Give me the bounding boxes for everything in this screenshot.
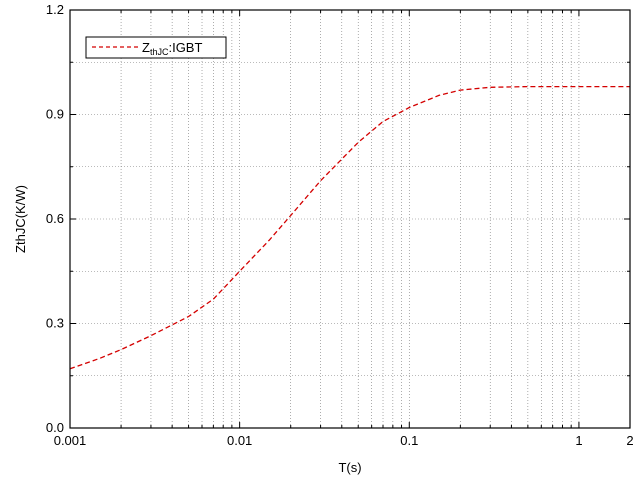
legend-label: ZthJC:IGBT [142,40,202,57]
legend-box [85,36,227,59]
x-tick-label: 0.01 [227,433,252,448]
x-tick-label: 0.1 [400,433,418,448]
y-tick-label: 0.6 [46,211,64,226]
x-axis-label: T(s) [338,460,361,475]
legend-label-main: Z [142,40,150,55]
y-tick-label: 1.2 [46,2,64,17]
y-tick-label: 0.3 [46,316,64,331]
grid [70,10,630,428]
x-tick-label: 2 [626,433,633,448]
series-line-zthjc-igbt [69,85,630,370]
tick-labels: 0.001 0.01 0.1 1 2 0.0 0.3 0.6 0.9 1.2 [46,2,634,448]
legend: ZthJC:IGBT [85,36,227,59]
ticks [69,9,631,429]
legend-label-sub: thJC [150,47,169,57]
y-tick-label: 0.9 [46,107,64,122]
curve-layer [69,85,630,370]
x-tick-label: 0.001 [54,433,87,448]
x-tick-label: 1 [575,433,582,448]
legend-label-suffix: :IGBT [168,40,202,55]
y-tick-label: 0.0 [46,420,64,435]
y-axis-label: ZthJC(K/W) [13,185,28,253]
